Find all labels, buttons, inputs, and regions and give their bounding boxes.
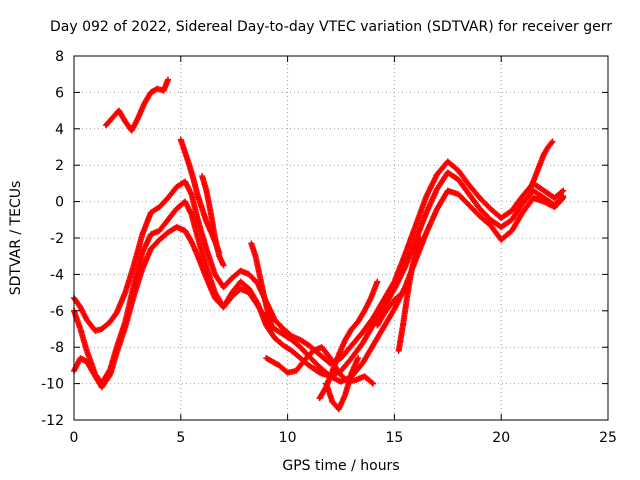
data-point-marker [560,187,567,194]
grid [74,56,608,420]
data-series-group [177,136,223,256]
data-series-group [103,76,171,134]
y-tick-label: 8 [55,49,64,65]
y-tick-label: -4 [50,267,64,283]
data-point-marker [549,138,556,145]
chart-title: Day 092 of 2022, Sidereal Day-to-day VTE… [50,19,612,35]
y-tick-label: 4 [55,122,64,138]
y-tick-label: 2 [55,158,64,174]
x-tick-label: 5 [176,430,185,446]
y-tick-label: -2 [50,231,64,247]
x-tick-label: 20 [492,430,510,446]
data-point-marker [370,380,377,387]
y-tick-label: 0 [55,195,64,211]
data-series-group [316,278,381,402]
data-point-marker [269,326,276,332]
data-series-group [374,282,411,329]
x-tick-label: 15 [385,430,403,446]
x-tick-label: 0 [70,430,79,446]
x-tick-label: 10 [279,430,297,446]
data-point-marker [355,355,362,362]
data-point-marker [417,235,424,241]
data-point-marker [220,262,227,269]
y-tick-label: 6 [55,85,64,101]
y-tick-label: -10 [41,377,64,393]
y-tick-label: -12 [41,413,64,429]
y-tick-label: -6 [50,304,64,320]
data-point-marker [560,194,567,201]
data-series-group [323,355,362,413]
data-series-group [528,138,556,191]
x-axis-label: GPS time / hours [282,458,399,474]
y-tick-label: -8 [50,340,64,356]
data-series-group [199,173,227,269]
axis-ticks: 0 5 10 15 20 25 -12 -10 -8 -6 -4 -2 0 2 4 6 8 [41,49,617,446]
data-point-marker [374,278,381,285]
data-point-marker [164,76,171,83]
data-series-group [395,235,424,354]
data-series-group [248,240,276,332]
data-series-group [71,158,567,367]
data-series [71,76,567,413]
y-axis-label: SDTVAR / TECUs [8,181,24,296]
x-tick-label: 25 [599,430,617,446]
